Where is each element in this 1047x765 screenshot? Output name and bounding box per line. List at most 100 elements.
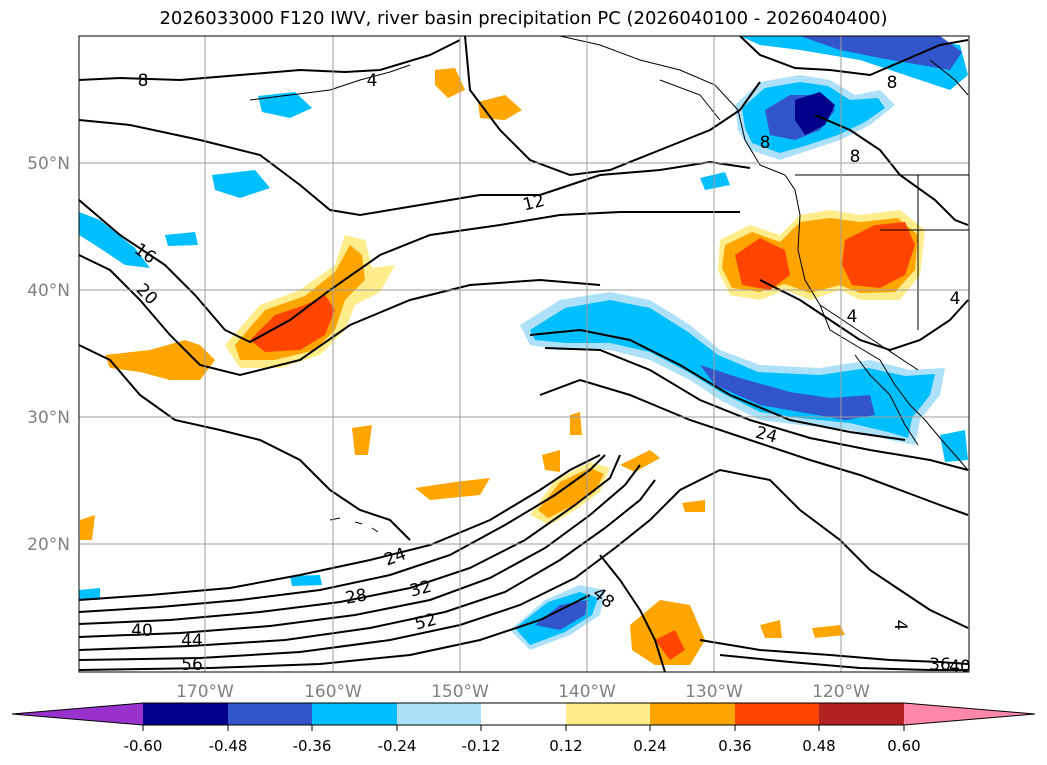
shade-blue-small-1 [700,172,730,190]
contour-48 [599,554,666,672]
shade-orange-small-5 [620,450,660,472]
contour-24-jet-lower [544,347,969,471]
negative-pc-shading [79,36,968,650]
contour-28 [79,454,601,601]
colorbar-segment [566,703,650,725]
colorbar-tick-label: 0.60 [887,737,920,755]
contour-52 [79,468,969,661]
colorbar-segment [735,703,819,725]
shade-blue-aleutian-2 [212,170,270,198]
contour-8-inland [814,114,969,226]
shade-blue-small-2 [290,575,322,586]
contour-56 [79,594,591,671]
graticule [79,36,969,672]
map-title: 2026033000 F120 IWV, river basin precipi… [159,8,888,29]
lon-label: 170°W [176,682,234,702]
shade-orange-small-1 [435,68,465,98]
contour-label: 56 [181,655,203,675]
shade-red-pacific-1 [250,295,335,352]
map-layers [79,36,969,672]
colorbar-segment [650,703,735,725]
colorbar-tick-label: 0.24 [633,737,666,755]
shade-orange-small-6 [80,515,95,540]
shade-orange-small-9 [570,412,582,435]
coastline-baja [854,354,919,446]
contour-4-inland [759,279,969,352]
colorbar-segment [397,703,481,725]
colorbar-segment [312,703,397,725]
contour-label: 4 [847,307,858,327]
shade-orange-small-11 [682,500,705,512]
lon-label: 150°W [431,682,489,702]
shade-red-west-coast-1 [735,238,790,290]
shade-blue-west-small [165,232,198,246]
shade-blue-aleutian-1 [258,92,312,118]
colorbar-tick-label: -0.24 [378,737,417,755]
contour-8-canada [739,36,969,77]
contour-12 [79,119,751,217]
contour-40-east [719,654,968,671]
latitude-labels: 50°N 40°N 30°N 20°N [27,154,70,555]
contour-36 [79,454,621,625]
contour-label: 8 [887,73,898,93]
colorbar: -0.60 -0.48 -0.36 -0.24 -0.12 0.12 0.24 … [11,702,1036,755]
shade-orange-small-3 [352,425,372,455]
contour-32 [79,454,606,613]
shade-darkblue-subtropic [535,600,588,630]
shade-orange-small-8 [812,625,845,638]
shade-blue-west-edge [79,212,150,268]
longitude-labels: 170°W 160°W 150°W 140°W 130°W 120°W [176,682,870,702]
colorbar-segment [481,703,566,725]
contour-label: 40 [949,657,971,677]
contour-8-north [79,39,461,82]
contour-label: 36 [929,655,951,675]
positive-pc-shading [80,68,925,665]
coastlines [249,36,969,533]
shade-navy-canada [795,92,835,135]
contour-label: 4 [890,620,910,631]
colorbar-segment [228,703,312,725]
shade-orange-small-4 [415,478,490,500]
lat-label: 30°N [27,408,70,428]
colorbar-tick-label: 0.36 [718,737,751,755]
shade-red-subtropic-2 [655,630,685,660]
contour-label: 8 [138,71,149,91]
shade-red-west-coast-2 [842,222,915,288]
iwv-contours-thin [659,59,969,121]
lon-label: 160°W [304,682,362,702]
lat-label: 20°N [27,535,70,555]
contour-8-loop [464,36,761,177]
shade-blue-small-3 [79,588,100,600]
contour-20 [79,254,601,377]
lat-label: 40°N [27,281,70,301]
iwv-contours [79,36,969,672]
lon-label: 140°W [558,682,616,702]
colorbar-tick-label: -0.36 [293,737,332,755]
map-frame [78,35,970,673]
contour-label: 28 [344,585,369,608]
contour-thin-1 [659,79,721,121]
shade-darkblue-jet-band [700,365,875,420]
contour-label: 40 [131,621,153,641]
state-border-4 [819,304,919,371]
contour-44 [79,479,656,651]
shade-orange-small-7 [760,620,782,638]
lon-label: 120°W [812,682,870,702]
contour-label: 44 [181,631,203,651]
colorbar-segment [819,703,904,725]
hawaii-islands [329,517,379,533]
colorbar-tick-label: -0.48 [209,737,248,755]
contour-thin-2 [929,59,969,96]
shade-orange-subtropic-2 [630,600,705,665]
coastline-alaska [249,64,411,101]
lat-label: 50°N [27,154,70,174]
colorbar-extend-right [904,703,1035,725]
colorbar-ticks [142,725,905,731]
shade-orange-small-10 [542,450,560,472]
contour-36-east [699,639,969,665]
shade-orange-pacific-2 [105,340,215,380]
contour-24-left [79,344,411,541]
lon-label: 130°W [685,682,743,702]
colorbar-segment [143,703,228,725]
